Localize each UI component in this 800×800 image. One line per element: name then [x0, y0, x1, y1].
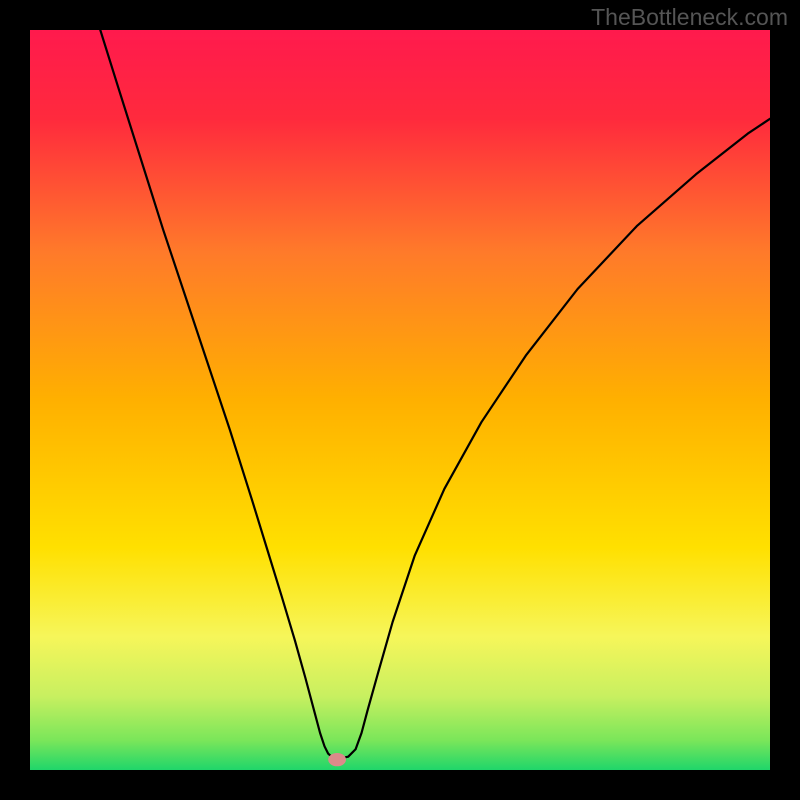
gradient-background [30, 30, 770, 770]
chart-frame: TheBottleneck.com [0, 0, 800, 800]
watermark-text: TheBottleneck.com [591, 4, 788, 31]
minimum-marker [328, 753, 346, 766]
plot-area [30, 30, 770, 770]
bottleneck-chart-svg [30, 30, 770, 770]
